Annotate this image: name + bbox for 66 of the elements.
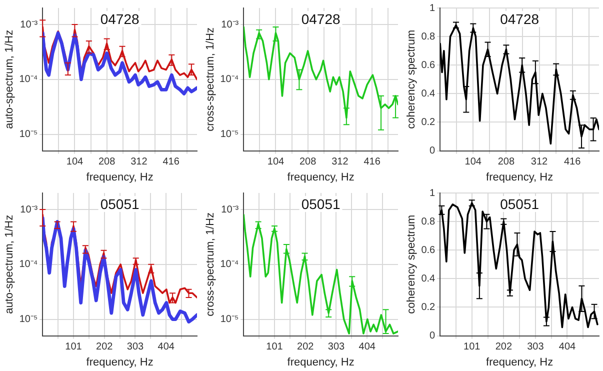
y-tick-label: 0.6 [421, 60, 436, 71]
x-tick-label: 312 [130, 156, 148, 168]
x-axis-title: frequency, Hz [287, 171, 354, 184]
x-tick-label: 202 [96, 342, 114, 353]
y-tick-label: 1 [430, 2, 436, 14]
x-tick-label: 416 [564, 156, 582, 168]
x-tick-label: 208 [98, 156, 116, 168]
x-tick-label: 202 [495, 342, 512, 353]
x-tick-label: 101 [464, 342, 481, 353]
y-tick-label: 10⁻³ [221, 204, 240, 216]
y-tick-label: 0.8 [421, 31, 436, 42]
y-tick-label: 10⁻⁵ [19, 129, 38, 140]
y-axis-title: cross-spectrum, 1/Hz [204, 27, 217, 132]
x-tick-label: 416 [162, 156, 180, 168]
y-tick-label: 0.4 [421, 88, 436, 100]
chart-title: 04728 [301, 10, 340, 27]
y-tick-label: 10⁻⁵ [220, 129, 239, 140]
x-tick-label: 208 [498, 156, 515, 168]
x-tick-label: 101 [65, 342, 82, 353]
y-axis-title: auto-spectrum, 1/Hz [4, 214, 16, 314]
chart-title: 04728 [500, 10, 540, 27]
x-axis-title: frequency, Hz [486, 356, 554, 368]
x-axis-title: frequency, Hz [486, 171, 554, 184]
y-tick-label: 0.8 [421, 216, 436, 228]
y-tick-label: 10⁻³ [221, 19, 240, 30]
y-axis-title: coherency spectrum [406, 214, 418, 314]
chart-title: 05051 [301, 196, 340, 212]
y-tick-label: 0.2 [421, 302, 436, 313]
x-tick-label: 303 [527, 342, 544, 353]
chart-title: 04728 [100, 10, 140, 27]
chart-title: 05051 [500, 196, 540, 212]
y-tick-label: 0.4 [421, 273, 436, 284]
x-tick-label: 208 [300, 156, 317, 168]
y-tick-label: 0 [430, 146, 436, 157]
y-tick-label: 0.2 [421, 116, 436, 128]
x-axis-title: frequency, Hz [86, 171, 154, 184]
y-tick-label: 10⁻⁵ [220, 314, 239, 326]
x-axis-title: frequency, Hz [86, 356, 154, 368]
chart-title: 05051 [100, 196, 140, 212]
y-tick-label: 1 [430, 188, 436, 199]
x-tick-label: 303 [328, 342, 346, 353]
x-tick-label: 404 [158, 342, 175, 353]
y-tick-label: 10⁻³ [20, 204, 38, 216]
x-tick-label: 312 [530, 156, 548, 168]
y-tick-label: 10⁻⁴ [220, 74, 239, 86]
y-tick-label: 10⁻⁵ [19, 314, 38, 326]
y-tick-label: 10⁻⁴ [220, 259, 239, 270]
x-tick-label: 404 [358, 342, 376, 353]
x-axis-title: frequency, Hz [287, 356, 354, 368]
x-tick-label: 312 [332, 156, 349, 168]
x-tick-label: 104 [267, 156, 285, 168]
x-tick-label: 101 [266, 342, 284, 353]
y-tick-label: 10⁻⁴ [19, 74, 38, 86]
y-tick-label: 10⁻⁴ [19, 259, 38, 270]
y-tick-label: 10⁻³ [20, 19, 38, 30]
y-axis-title: cross-spectrum, 1/Hz [204, 212, 217, 316]
x-tick-label: 104 [464, 156, 482, 168]
y-axis-title: coherency spectrum [406, 30, 418, 129]
x-tick-label: 303 [126, 342, 144, 353]
x-tick-label: 404 [558, 342, 576, 353]
x-tick-label: 104 [66, 156, 84, 168]
y-tick-label: 0 [430, 330, 436, 342]
x-tick-label: 416 [364, 156, 381, 168]
y-axis-title: auto-spectrum, 1/Hz [4, 30, 16, 129]
x-tick-label: 202 [297, 342, 314, 353]
y-tick-label: 0.6 [421, 244, 436, 256]
